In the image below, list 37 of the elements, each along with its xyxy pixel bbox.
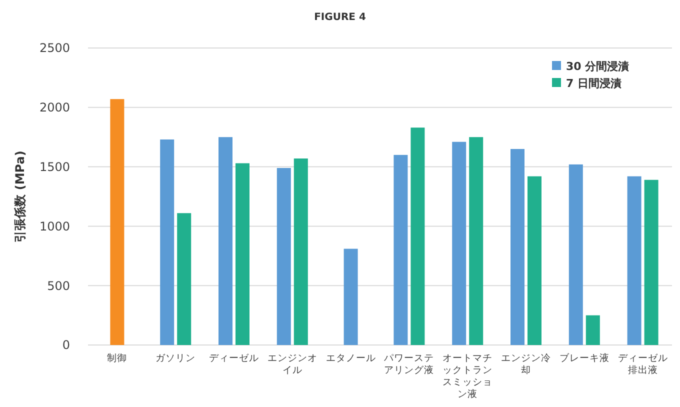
bar [160,139,174,345]
x-tick-label: ディーゼル排出液 [618,353,668,376]
bar [627,176,642,345]
x-tick-label: パワーステアリング液 [383,353,434,376]
bar [568,164,583,345]
y-axis-title: 引張係数 (MPa) [13,150,27,242]
y-tick-label: 1500 [39,160,70,174]
bar [110,99,124,345]
legend-label: 7 日間浸漬 [566,76,622,90]
y-tick-label: 2000 [39,100,70,115]
legend-label: 30 分間浸漬 [566,60,630,73]
bar [586,315,600,345]
bar [410,128,425,345]
bar [528,176,542,345]
y-tick-label: 0 [62,338,70,352]
bar [294,158,308,345]
x-tick-label: エンジン冷却 [501,352,551,376]
x-tick-label: エンジンオイル [267,353,318,376]
bar [236,163,250,345]
bar [177,213,192,345]
bar [452,142,466,345]
x-tick-label: エタノール [326,353,376,364]
bar [644,180,658,345]
x-tick-label: オートマチックトランスミッション液 [442,353,493,400]
bar [276,168,291,345]
bar [510,148,524,345]
x-tick-label: ディーゼル [209,353,259,364]
y-tick-label: 2500 [39,41,70,56]
bar [394,154,408,345]
x-tick-label: 制御 [107,352,128,364]
y-tick-label: 500 [47,278,70,293]
bar [469,137,484,345]
chart-title: FIGURE 4 [314,12,366,23]
x-tick-label: ガソリン [156,353,196,364]
y-tick-label: 1000 [39,219,70,234]
bar [218,137,232,345]
x-tick-label: ブレーキ液 [559,352,610,364]
